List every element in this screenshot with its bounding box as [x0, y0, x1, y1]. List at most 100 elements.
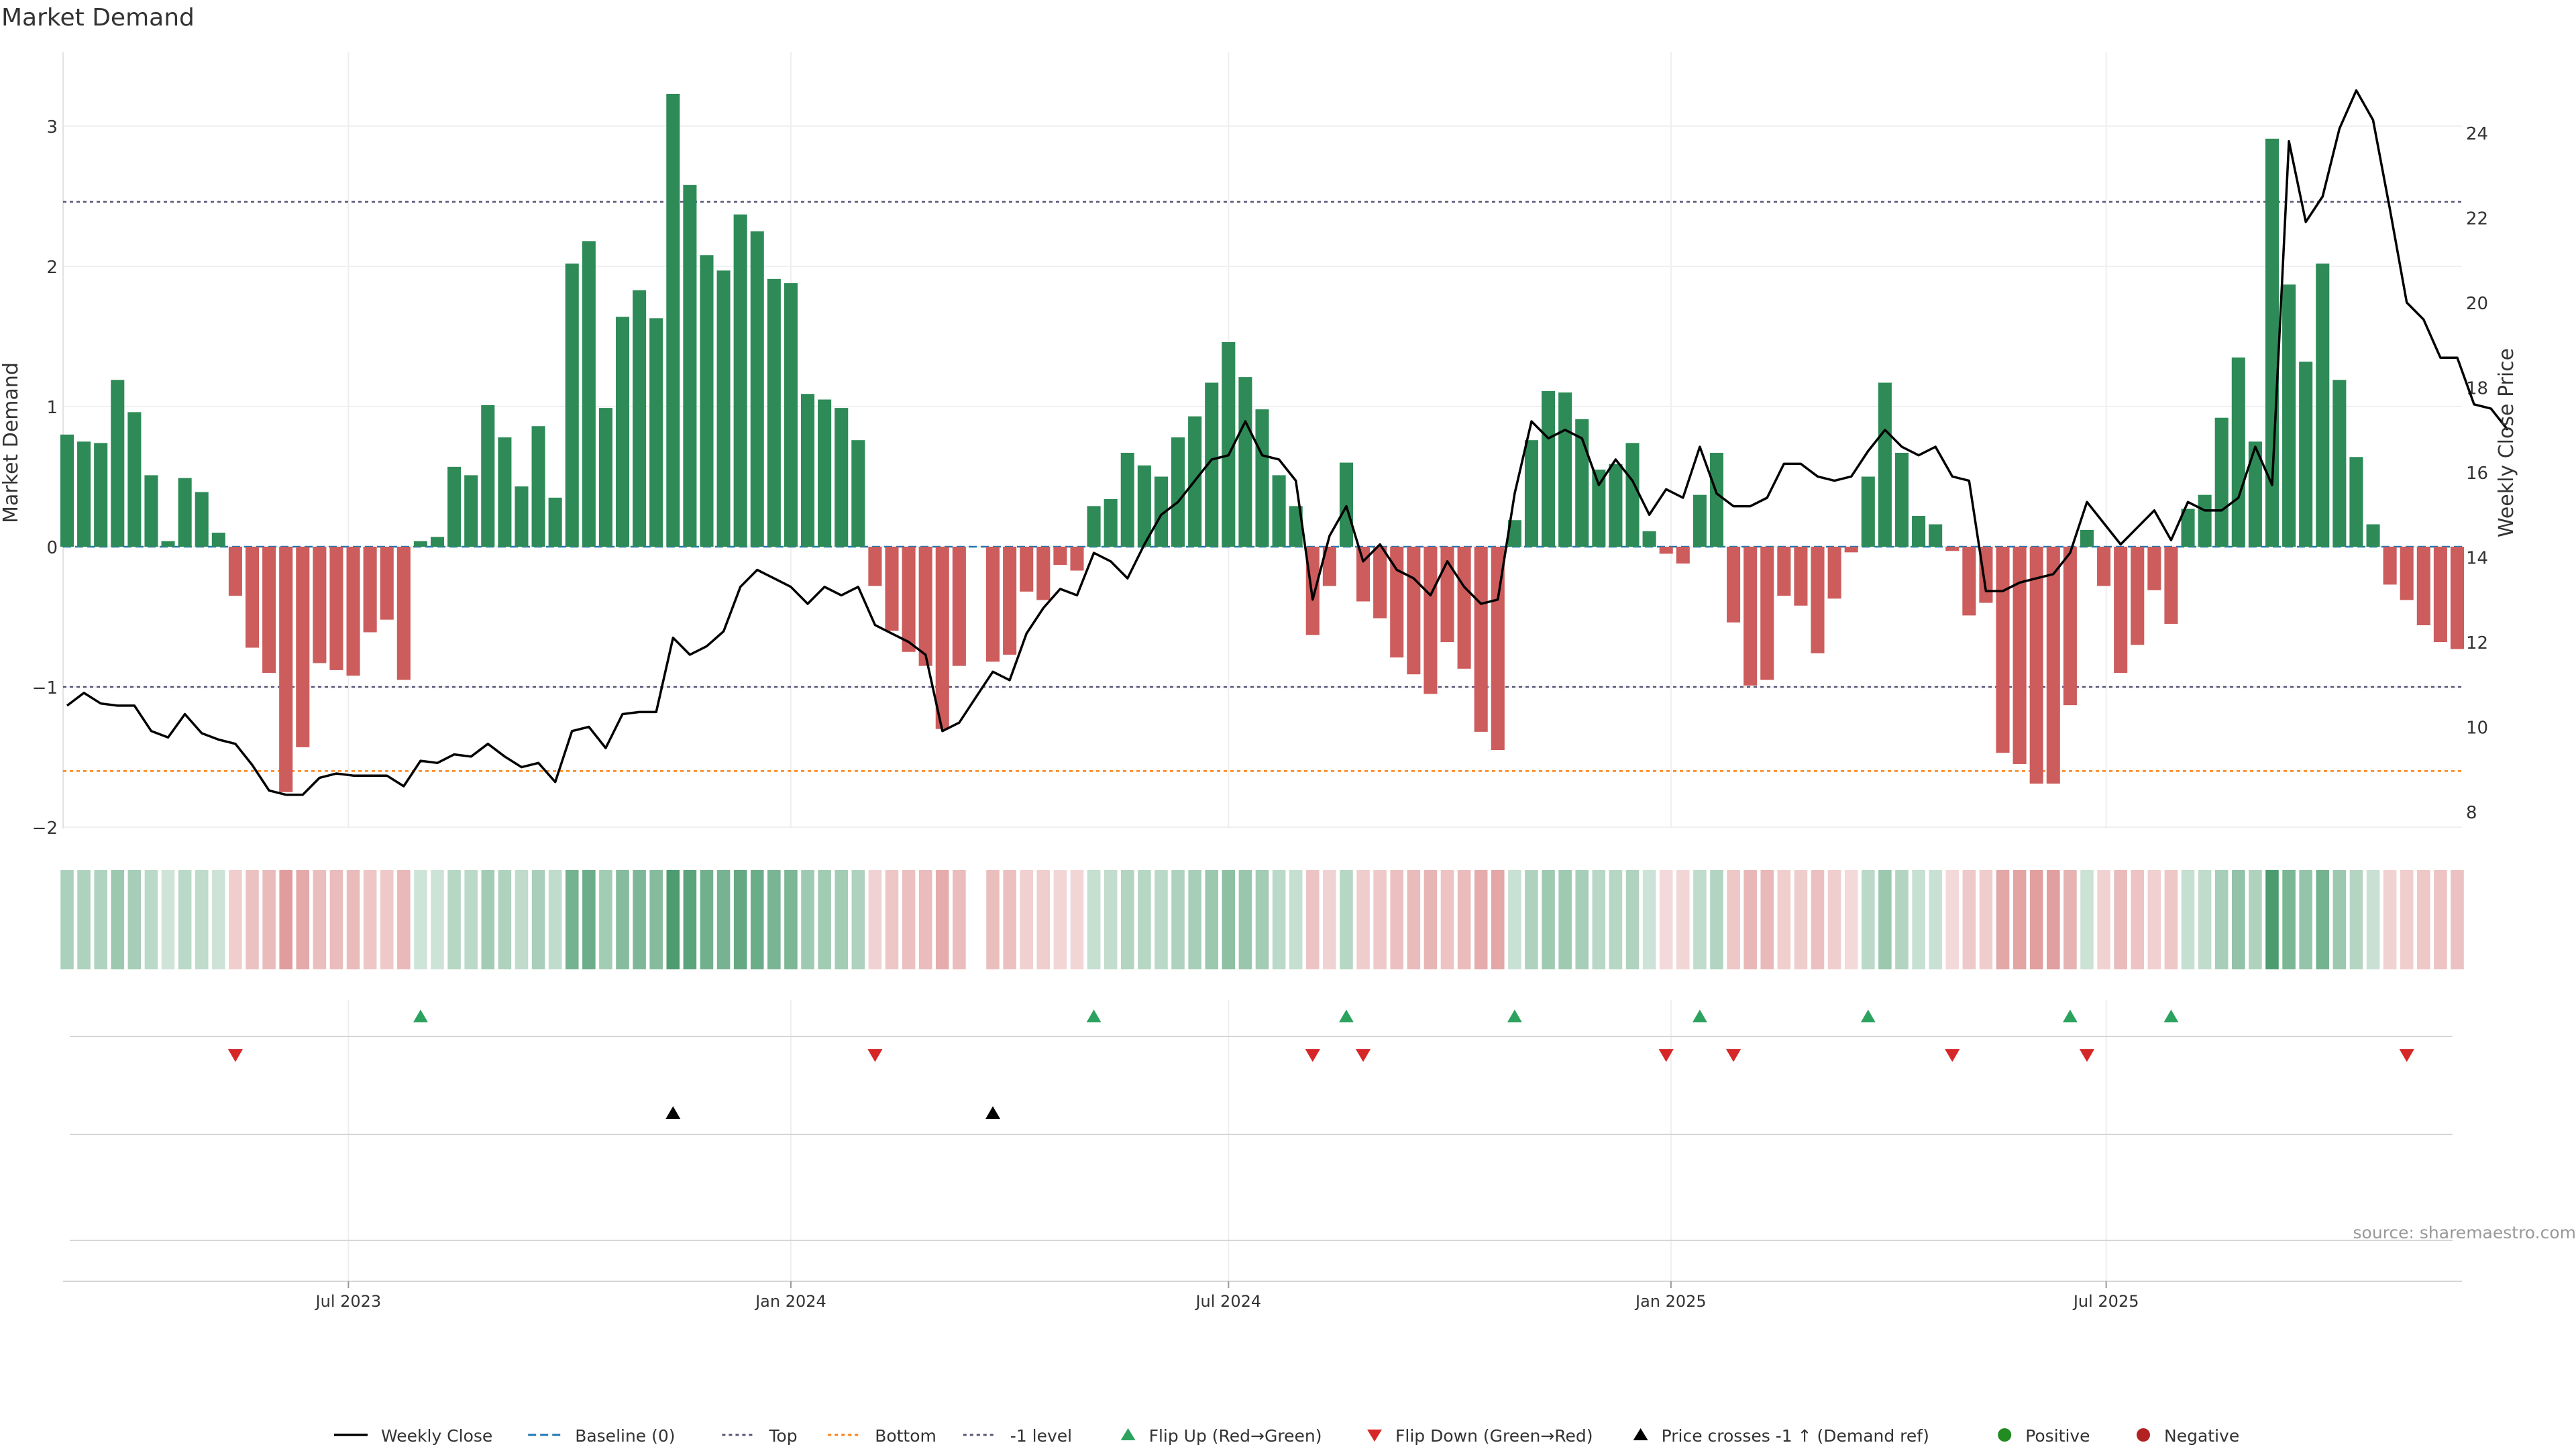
heat-cell: [1525, 870, 1538, 969]
demand-bar: [228, 547, 242, 596]
flip-down-marker: [1305, 1049, 1320, 1062]
demand-bar: [1255, 409, 1269, 547]
demand-bar: [918, 547, 932, 666]
heat-cell: [1373, 870, 1387, 969]
demand-bar: [2214, 417, 2229, 547]
flip-down-marker: [2399, 1049, 2414, 1062]
demand-bar: [1760, 547, 1774, 680]
y2-tick-label: 16: [2466, 464, 2488, 484]
heat-cell: [111, 870, 125, 969]
demand-bar: [733, 214, 747, 547]
heat-cell: [2029, 870, 2043, 969]
demand-bar: [548, 497, 562, 547]
flip-up-marker: [1860, 1010, 1876, 1022]
y-tick-label: 0: [46, 538, 58, 558]
legend-label-negative: Negative: [2164, 1426, 2239, 1446]
chart-title: Market Demand: [1, 4, 195, 32]
heat-cell: [835, 870, 848, 969]
demand-bar: [329, 547, 343, 670]
demand-bar: [1979, 547, 1993, 603]
x-tick-label: Jan 2024: [754, 1292, 826, 1311]
heat-cell: [565, 870, 579, 969]
demand-bar: [144, 475, 158, 547]
heat-cell: [262, 870, 276, 969]
heat-cell: [2097, 870, 2110, 969]
y2-tick-label: 8: [2466, 803, 2477, 823]
legend-label-bottom: Bottom: [875, 1426, 936, 1446]
demand-bar: [2400, 547, 2414, 600]
demand-bar: [111, 380, 125, 547]
heat-cell: [1659, 870, 1673, 969]
heat-cell: [531, 870, 545, 969]
heat-cell: [2181, 870, 2195, 969]
heat-cell: [2349, 870, 2363, 969]
demand-bar: [2198, 494, 2212, 547]
heat-cell: [2047, 870, 2060, 969]
heat-cell: [1155, 870, 1168, 969]
heat-cell: [279, 870, 292, 969]
heat-cell: [616, 870, 629, 969]
demand-bar: [666, 93, 680, 547]
demand-bar: [750, 231, 764, 547]
demand-bar: [1693, 494, 1707, 547]
y2-tick-label: 22: [2466, 209, 2488, 229]
flip-up-marker: [1086, 1010, 1102, 1022]
demand-bar: [649, 318, 663, 547]
heat-cell: [161, 870, 175, 969]
heat-cell: [1036, 870, 1051, 969]
demand-bar: [1003, 547, 1017, 655]
x-tick-label: Jul 2025: [2072, 1292, 2139, 1311]
demand-bar: [818, 399, 832, 547]
demand-bar: [2316, 263, 2330, 547]
heat-cell: [1424, 870, 1438, 969]
x-tick-label: Jan 2025: [1634, 1292, 1707, 1311]
flip-down-marker: [227, 1049, 243, 1062]
demand-bar: [1945, 547, 1960, 551]
x-tick-label: Jul 2023: [315, 1292, 382, 1311]
heat-cell: [1104, 870, 1118, 969]
heat-cell: [2282, 870, 2296, 969]
heat-cell: [1542, 870, 1555, 969]
demand-bar: [413, 541, 427, 547]
heat-cell: [2063, 870, 2077, 969]
heat-cell: [127, 870, 142, 969]
demand-bar: [885, 547, 899, 631]
demand-bar: [1238, 377, 1252, 547]
demand-bar: [700, 255, 714, 547]
demand-bar: [1491, 547, 1505, 751]
heat-cell: [683, 870, 697, 969]
heat-cell: [986, 870, 1000, 969]
heat-cell: [2434, 870, 2447, 969]
heat-cell: [346, 870, 360, 969]
demand-bar: [498, 437, 512, 547]
heat-cell: [1340, 870, 1353, 969]
heat-cell: [1609, 870, 1623, 969]
demand-bar: [1609, 464, 1623, 547]
heat-cell: [1625, 870, 1640, 969]
demand-bar: [531, 426, 545, 547]
heat-cell: [1912, 870, 1925, 969]
heat-cell: [397, 870, 411, 969]
demand-bar: [464, 475, 478, 547]
heat-cell: [2249, 870, 2262, 969]
heat-cell: [1474, 870, 1488, 969]
demand-bar: [262, 547, 276, 674]
demand-bar: [1137, 465, 1151, 547]
legend-flip-up-swatch: [1120, 1428, 1136, 1440]
heat-cell: [296, 870, 310, 969]
demand-bar: [2332, 380, 2347, 547]
demand-bar: [935, 547, 949, 729]
demand-bar: [1727, 547, 1741, 623]
demand-bar: [245, 547, 260, 648]
demand-bar: [127, 412, 142, 547]
y2-tick-label: 10: [2466, 718, 2488, 739]
heat-cell: [1979, 870, 1993, 969]
flip-down-marker: [1726, 1049, 1741, 1062]
heat-cell: [1895, 870, 1909, 969]
heat-cell: [1508, 870, 1521, 969]
heat-cell: [1693, 870, 1707, 969]
demand-bar: [1894, 452, 1909, 547]
heat-cell: [784, 870, 798, 969]
demand-bar: [1390, 547, 1404, 658]
demand-bar: [2080, 529, 2094, 547]
